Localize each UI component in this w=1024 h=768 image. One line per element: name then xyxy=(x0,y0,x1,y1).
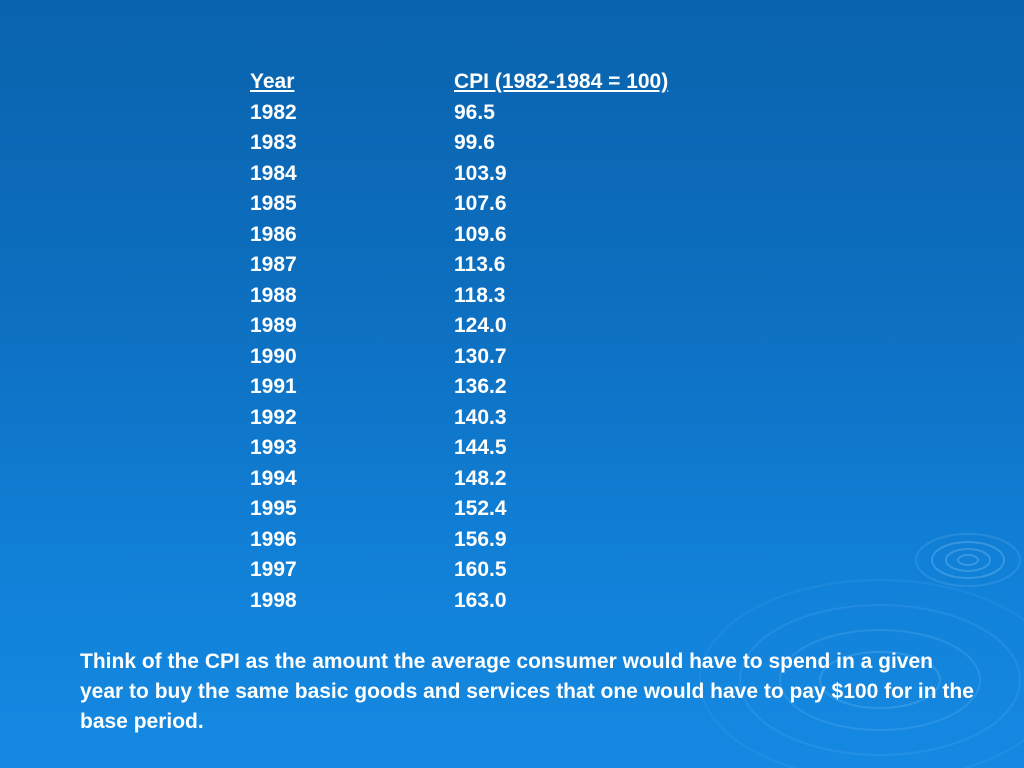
table-row: 1989 124.0 xyxy=(250,311,668,342)
year-cell: 1985 xyxy=(250,192,297,215)
year-cell: 1994 xyxy=(250,466,297,490)
table-row: 1982 96.5 xyxy=(250,98,668,129)
year-cell: 1986 xyxy=(250,222,297,246)
table-header-row: Year CPI (1982-1984 = 100) xyxy=(250,67,668,98)
cpi-value-cell: 118.3 xyxy=(454,283,506,307)
cpi-value-cell: 130.7 xyxy=(454,344,507,368)
cpi-value-cell: 140.3 xyxy=(454,405,507,429)
year-cell: 1992 xyxy=(250,405,297,429)
year-cell: 1988 xyxy=(250,283,297,307)
year-column-header: Year xyxy=(250,70,295,93)
table-row: 1998 163.0 xyxy=(250,586,668,617)
cpi-value-cell: 113.6 xyxy=(454,253,506,276)
year-cell: 1984 xyxy=(250,161,297,185)
table-row: 1983 99.6 xyxy=(250,128,668,159)
year-cell: 1983 xyxy=(250,131,297,154)
cpi-table-body: 1982 96.5 1983 99.6 1984 103.9 1985 107.6 1986 10… xyxy=(250,98,668,617)
cpi-value-cell: 156.9 xyxy=(454,527,507,551)
cpi-value-cell: 107.6 xyxy=(454,192,507,215)
table-row: 1993 144.5 xyxy=(250,433,668,464)
year-cell: 1990 xyxy=(250,344,297,368)
year-cell: 1993 xyxy=(250,436,297,459)
cpi-value-cell: 99.6 xyxy=(454,131,495,154)
year-cell: 1998 xyxy=(250,588,297,612)
table-row: 1984 103.9 xyxy=(250,159,668,190)
cpi-value-cell: 160.5 xyxy=(454,558,507,581)
cpi-value-cell: 136.2 xyxy=(454,375,507,398)
table-row: 1986 109.6 xyxy=(250,220,668,251)
table-row: 1987 113.6 xyxy=(250,250,668,281)
year-cell: 1991 xyxy=(250,375,297,398)
table-row: 1997 160.5 xyxy=(250,555,668,586)
cpi-value-cell: 109.6 xyxy=(454,222,507,246)
table-row: 1990 130.7 xyxy=(250,342,668,373)
table-row: 1992 140.3 xyxy=(250,403,668,434)
cpi-value-cell: 163.0 xyxy=(454,588,507,612)
year-cell: 1989 xyxy=(250,314,297,337)
cpi-explanation-text: Think of the CPI as the amount the avera… xyxy=(80,650,974,733)
cpi-value-cell: 124.0 xyxy=(454,314,507,337)
cpi-value-cell: 103.9 xyxy=(454,161,507,185)
year-cell: 1987 xyxy=(250,253,297,276)
cpi-table: Year CPI (1982-1984 = 100) 1982 96.5 1983 9… xyxy=(250,67,668,616)
table-row: 1995 152.4 xyxy=(250,494,668,525)
cpi-value-cell: 144.5 xyxy=(454,436,507,459)
table-row: 1985 107.6 xyxy=(250,189,668,220)
table-row: 1996 156.9 xyxy=(250,525,668,556)
cpi-value-cell: 148.2 xyxy=(454,466,507,490)
cpi-value-cell: 152.4 xyxy=(454,497,507,520)
cpi-value-cell: 96.5 xyxy=(454,100,495,124)
table-row: 1988 118.3 xyxy=(250,281,668,312)
year-cell: 1982 xyxy=(250,100,297,124)
cpi-column-header: CPI (1982-1984 = 100) xyxy=(454,70,669,93)
table-row: 1994 148.2 xyxy=(250,464,668,495)
year-cell: 1996 xyxy=(250,527,297,551)
year-cell: 1997 xyxy=(250,558,297,581)
year-cell: 1995 xyxy=(250,497,297,520)
table-row: 1991 136.2 xyxy=(250,372,668,403)
